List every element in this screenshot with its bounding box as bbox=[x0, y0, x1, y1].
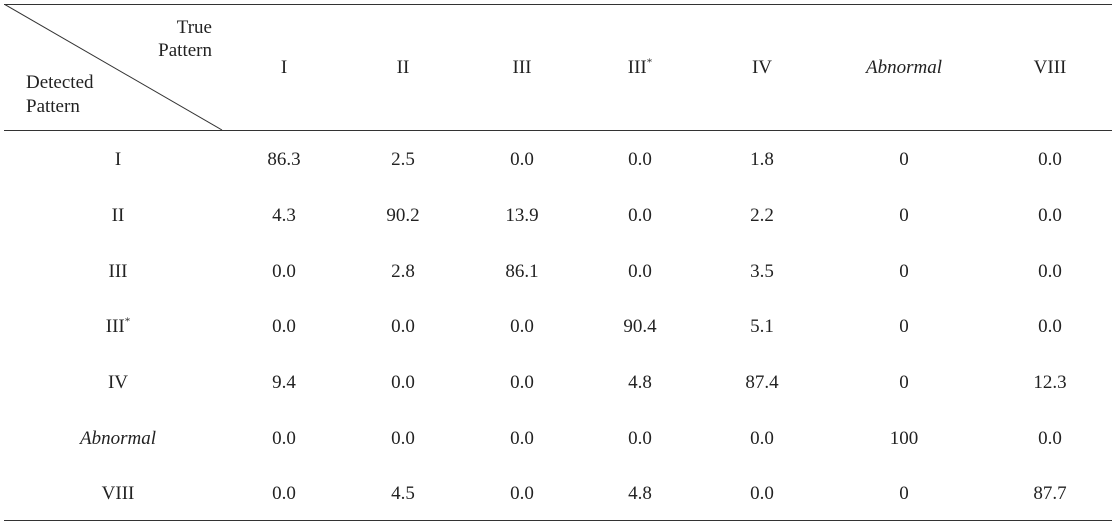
table-cell: 12.3 bbox=[1033, 372, 1067, 393]
table-cell: 0.0 bbox=[628, 205, 652, 226]
label-text: VIII bbox=[1033, 57, 1067, 78]
table-cell: 0.0 bbox=[391, 428, 415, 449]
column-header: III* bbox=[628, 56, 652, 80]
table-cell: 0.0 bbox=[510, 428, 534, 449]
table-cell: 3.5 bbox=[750, 261, 774, 282]
label-superscript: * bbox=[124, 315, 131, 328]
row-header: III* bbox=[106, 315, 130, 339]
table-cell: 0.0 bbox=[1038, 316, 1062, 337]
table-cell: 1.8 bbox=[750, 149, 774, 170]
table-top-rule bbox=[4, 4, 1112, 5]
label-text: IV bbox=[751, 57, 773, 78]
table-cell: 0 bbox=[899, 316, 909, 337]
table-cell: 0.0 bbox=[628, 149, 652, 170]
table-cell: 0.0 bbox=[750, 483, 774, 504]
table-cell: 0.0 bbox=[628, 261, 652, 282]
label-superscript: * bbox=[646, 56, 653, 69]
table-cell: 0.0 bbox=[510, 316, 534, 337]
table-cell: 86.3 bbox=[267, 149, 301, 170]
table-cell: 4.5 bbox=[391, 483, 415, 504]
table-cell: 0.0 bbox=[391, 372, 415, 393]
header-corner-cell: True Pattern Detected Pattern bbox=[4, 4, 224, 130]
label-text: II bbox=[396, 57, 410, 78]
table-cell: 0.0 bbox=[272, 261, 296, 282]
true-pattern-label-line2: Pattern bbox=[158, 40, 212, 61]
row-header: II bbox=[112, 204, 125, 228]
table-cell: 0 bbox=[899, 483, 909, 504]
table-cell: 0.0 bbox=[1038, 428, 1062, 449]
table-cell: 0.0 bbox=[272, 316, 296, 337]
table-cell: 86.1 bbox=[505, 261, 539, 282]
table-cell: 2.2 bbox=[750, 205, 774, 226]
true-pattern-label: True Pattern bbox=[92, 16, 212, 62]
row-header: III bbox=[109, 260, 128, 284]
table-bottom-rule bbox=[4, 520, 1112, 521]
true-pattern-label-line1: True bbox=[176, 17, 212, 38]
label-text: III bbox=[108, 261, 128, 282]
row-header: I bbox=[115, 148, 121, 172]
table-cell: 0.0 bbox=[510, 149, 534, 170]
table-cell: 4.3 bbox=[272, 205, 296, 226]
confusion-table: True Pattern Detected Pattern I II III III*… bbox=[4, 4, 1112, 522]
label-text: IV bbox=[107, 372, 129, 393]
table-cell: 0 bbox=[899, 372, 909, 393]
table-cell: 87.7 bbox=[1033, 483, 1067, 504]
table-cell: 0.0 bbox=[510, 483, 534, 504]
column-header: II bbox=[397, 56, 410, 80]
table-cell: 13.9 bbox=[505, 205, 539, 226]
label-text: I bbox=[114, 149, 122, 170]
row-header: VIII bbox=[102, 482, 135, 506]
label-text: I bbox=[280, 57, 288, 78]
table-cell: 0.0 bbox=[1038, 261, 1062, 282]
row-header: IV bbox=[108, 371, 128, 395]
table-cell: 0.0 bbox=[1038, 149, 1062, 170]
table-cell: 100 bbox=[889, 428, 919, 449]
corner-diagonal-line bbox=[4, 4, 223, 130]
column-header: III bbox=[513, 56, 532, 80]
table-cell: 90.4 bbox=[623, 316, 657, 337]
table-cell: 0 bbox=[899, 205, 909, 226]
label-text: Abnormal bbox=[866, 57, 942, 78]
table-cell: 0.0 bbox=[628, 428, 652, 449]
table-cell: 0.0 bbox=[272, 428, 296, 449]
detected-pattern-label: Detected Pattern bbox=[26, 71, 146, 119]
row-header: Abnormal bbox=[80, 427, 156, 451]
table-cell: 4.8 bbox=[628, 372, 652, 393]
table-cell: 0.0 bbox=[750, 428, 774, 449]
label-text: III bbox=[105, 316, 125, 337]
label-text: III bbox=[627, 57, 647, 78]
table-cell: 9.4 bbox=[272, 372, 296, 393]
table-cell: 0.0 bbox=[1038, 205, 1062, 226]
column-header: IV bbox=[752, 56, 772, 80]
table-cell: 0 bbox=[899, 261, 909, 282]
table-cell: 0 bbox=[899, 149, 909, 170]
column-header: Abnormal bbox=[866, 56, 942, 80]
label-text: II bbox=[111, 205, 125, 226]
table-cell: 90.2 bbox=[386, 205, 420, 226]
table-cell: 0.0 bbox=[272, 483, 296, 504]
detected-pattern-label-line2: Pattern bbox=[26, 96, 80, 117]
table-cell: 0.0 bbox=[510, 372, 534, 393]
table-cell: 4.8 bbox=[628, 483, 652, 504]
table-cell: 2.5 bbox=[391, 149, 415, 170]
label-text: VIII bbox=[101, 483, 135, 504]
table-cell: 0.0 bbox=[391, 316, 415, 337]
column-header: I bbox=[281, 56, 287, 80]
label-text: Abnormal bbox=[80, 428, 156, 449]
table-cell: 2.8 bbox=[391, 261, 415, 282]
table-header-rule bbox=[4, 130, 1112, 131]
label-text: III bbox=[512, 57, 532, 78]
column-header: VIII bbox=[1034, 56, 1067, 80]
table-cell: 5.1 bbox=[750, 316, 774, 337]
table-cell: 87.4 bbox=[745, 372, 779, 393]
detected-pattern-label-line1: Detected bbox=[26, 72, 94, 93]
